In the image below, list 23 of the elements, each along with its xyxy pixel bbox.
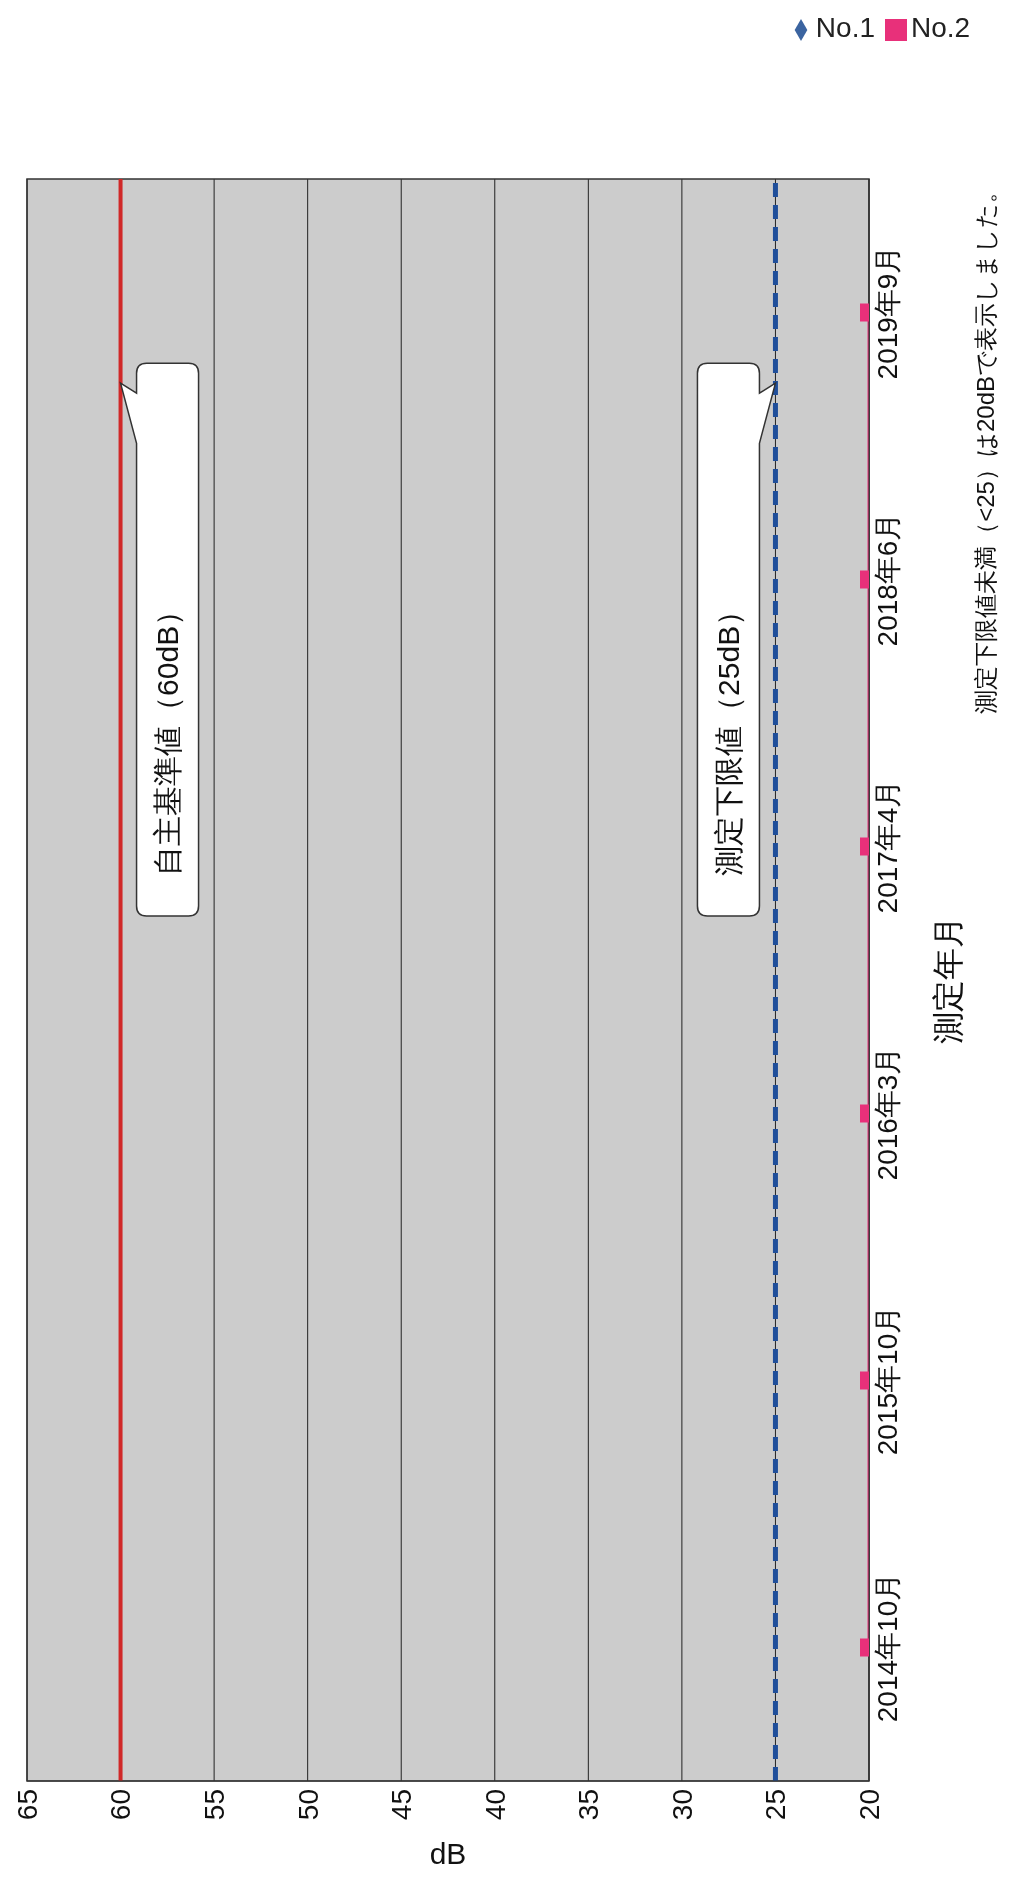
x-tick-label: 45 (386, 1789, 418, 1821)
y-tick-label: 2016年3月 (871, 1046, 903, 1181)
y-tick-label: 2019年9月 (871, 245, 903, 380)
y-tick-label: 2014年10月 (871, 1572, 903, 1723)
x-tick-label: 35 (573, 1789, 605, 1821)
y-tick-label: 2017年4月 (871, 779, 903, 914)
x-tick-label: 40 (479, 1789, 511, 1821)
legend-label: No.2 (911, 12, 971, 43)
x-axis-title: dB (429, 1836, 467, 1870)
x-tick-label: 55 (199, 1789, 231, 1821)
legend-label: No.1 (815, 12, 875, 43)
x-tick-label: 25 (760, 1789, 792, 1821)
x-tick-label: 65 (11, 1789, 43, 1821)
text: 測定下限値未満（<25）は20dBで表示しました。 (971, 179, 1000, 714)
y-axis-title: 測定年月 (929, 915, 967, 1046)
x-tick-label: 30 (666, 1789, 698, 1821)
ref-line-label: 自主基準値（60dB） (151, 595, 185, 876)
x-tick-label: 50 (292, 1789, 324, 1821)
x-tick-label: 60 (105, 1789, 137, 1821)
y-tick-label: 2018年6月 (871, 512, 903, 647)
y-tick-label: 2015年10月 (871, 1305, 903, 1456)
ref-line-label: 測定下限値（25dB） (711, 595, 745, 876)
x-tick-label: 20 (853, 1789, 885, 1821)
